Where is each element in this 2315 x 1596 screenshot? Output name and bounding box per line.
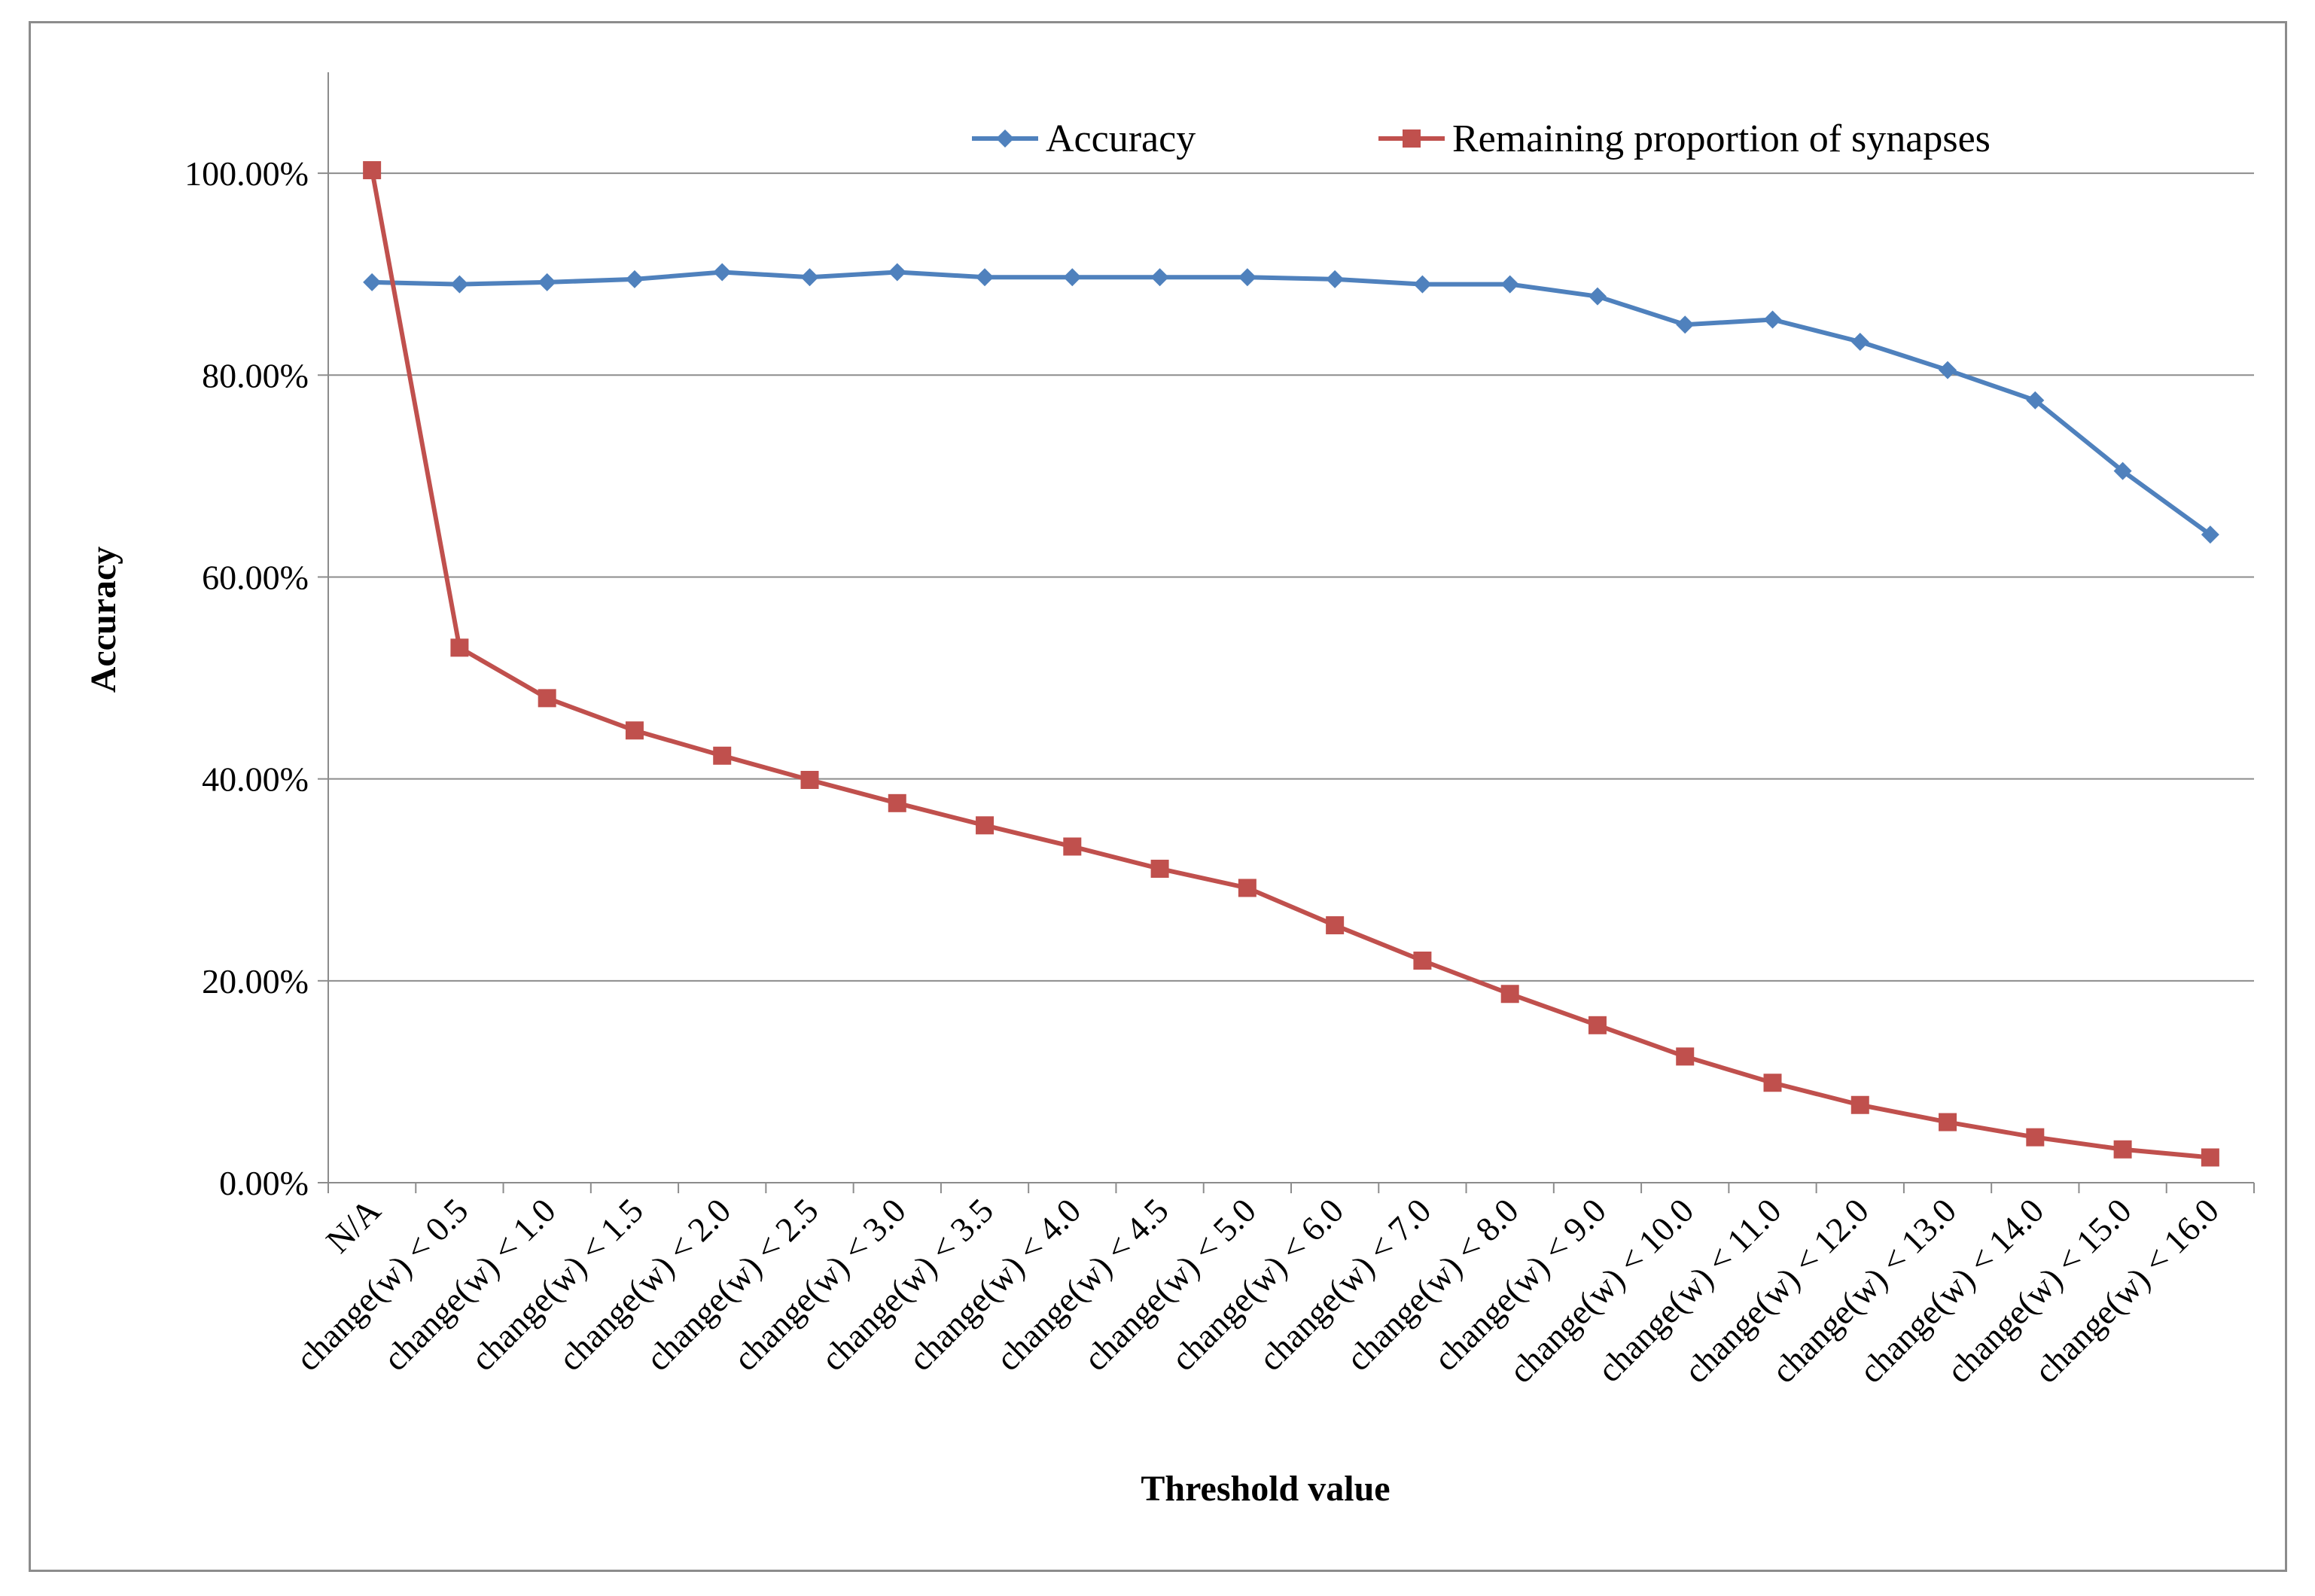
accuracy-point <box>1763 310 1782 329</box>
accuracy-point <box>1676 315 1695 334</box>
legend-label: Accuracy <box>1046 117 1196 160</box>
legend-marker-diamond <box>996 129 1014 148</box>
grid-lines <box>328 172 2254 982</box>
remaining-synapses-point <box>1150 859 1169 878</box>
accuracy-point <box>363 273 382 291</box>
accuracy-point <box>976 268 995 287</box>
remaining-synapses-point <box>538 689 556 708</box>
remaining-synapses-point <box>1238 879 1256 897</box>
accuracy-point <box>713 263 732 282</box>
remaining-synapses-point <box>2201 1148 2219 1167</box>
remaining-synapses-point <box>450 638 469 657</box>
accuracy-point <box>1500 275 1519 294</box>
remaining-synapses-point <box>2113 1140 2132 1159</box>
accuracy-point <box>1939 361 1957 379</box>
y-tick-label: 20.00% <box>202 962 309 1001</box>
remaining-synapses-point <box>713 746 732 765</box>
x-tick-label: N/A <box>318 1191 388 1260</box>
remaining-synapses-point <box>976 816 995 835</box>
accuracy-point <box>2201 525 2219 544</box>
legend-marker-square <box>1403 129 1421 148</box>
chart-frame: 0.00% 20.00% 40.00% 60.00% 80.00% 100.00% N/A… <box>29 21 2287 1572</box>
line-chart: 0.00% 20.00% 40.00% 60.00% 80.00% 100.00% N/A… <box>84 72 2255 1509</box>
y-tick-label: 80.00% <box>202 356 309 394</box>
y-tick-label: 60.00% <box>202 558 309 596</box>
y-tick-label: 100.00% <box>184 154 309 193</box>
accuracy-point <box>1413 275 1432 294</box>
accuracy-point <box>1850 333 1869 352</box>
x-axis-title: Threshold value <box>1141 1469 1390 1509</box>
legend-label: Remaining proportion of synapses <box>1452 117 1991 160</box>
accuracy-point <box>1063 268 1082 287</box>
accuracy-point <box>1238 268 1256 287</box>
remaining-synapses-point <box>1850 1095 1869 1114</box>
remaining-synapses-point <box>1588 1016 1607 1034</box>
y-axis-title: Accuracy <box>84 547 123 693</box>
remaining-synapses-point <box>625 721 644 740</box>
accuracy-point <box>1588 287 1607 306</box>
accuracy-point <box>625 270 644 288</box>
remaining-synapses-point <box>1063 837 1082 856</box>
axes <box>318 72 2255 1193</box>
remaining-synapses-point <box>888 793 906 812</box>
accuracy-point <box>450 275 469 294</box>
accuracy-point <box>538 273 556 291</box>
remaining-synapses-point <box>1939 1113 1957 1132</box>
remaining-synapses-point <box>1413 952 1432 970</box>
accuracy-point <box>2026 391 2045 410</box>
y-tick-label: 0.00% <box>219 1164 309 1202</box>
remaining-synapses-point <box>800 770 819 789</box>
remaining-synapses-point <box>363 161 382 180</box>
accuracy-point <box>800 268 819 287</box>
y-tick-label: 40.00% <box>202 760 309 799</box>
y-tick-labels: 0.00% 20.00% 40.00% 60.00% 80.00% 100.00% <box>184 154 309 1202</box>
series-line-remaining-synapses <box>370 169 2211 1160</box>
legend: Accuracy Remaining proportion of synapses <box>972 117 1991 160</box>
accuracy-point <box>888 263 906 282</box>
remaining-synapses-point <box>1326 916 1345 935</box>
remaining-synapses-point <box>1500 985 1519 1004</box>
remaining-synapses-point <box>2026 1128 2045 1147</box>
series-line-accuracy <box>372 270 2212 537</box>
accuracy-point <box>1326 270 1345 288</box>
remaining-synapses-point <box>1763 1074 1782 1092</box>
series <box>363 161 2219 1167</box>
accuracy-point <box>1150 268 1169 287</box>
remaining-synapses-point <box>1676 1047 1695 1066</box>
accuracy-point <box>2113 461 2132 480</box>
